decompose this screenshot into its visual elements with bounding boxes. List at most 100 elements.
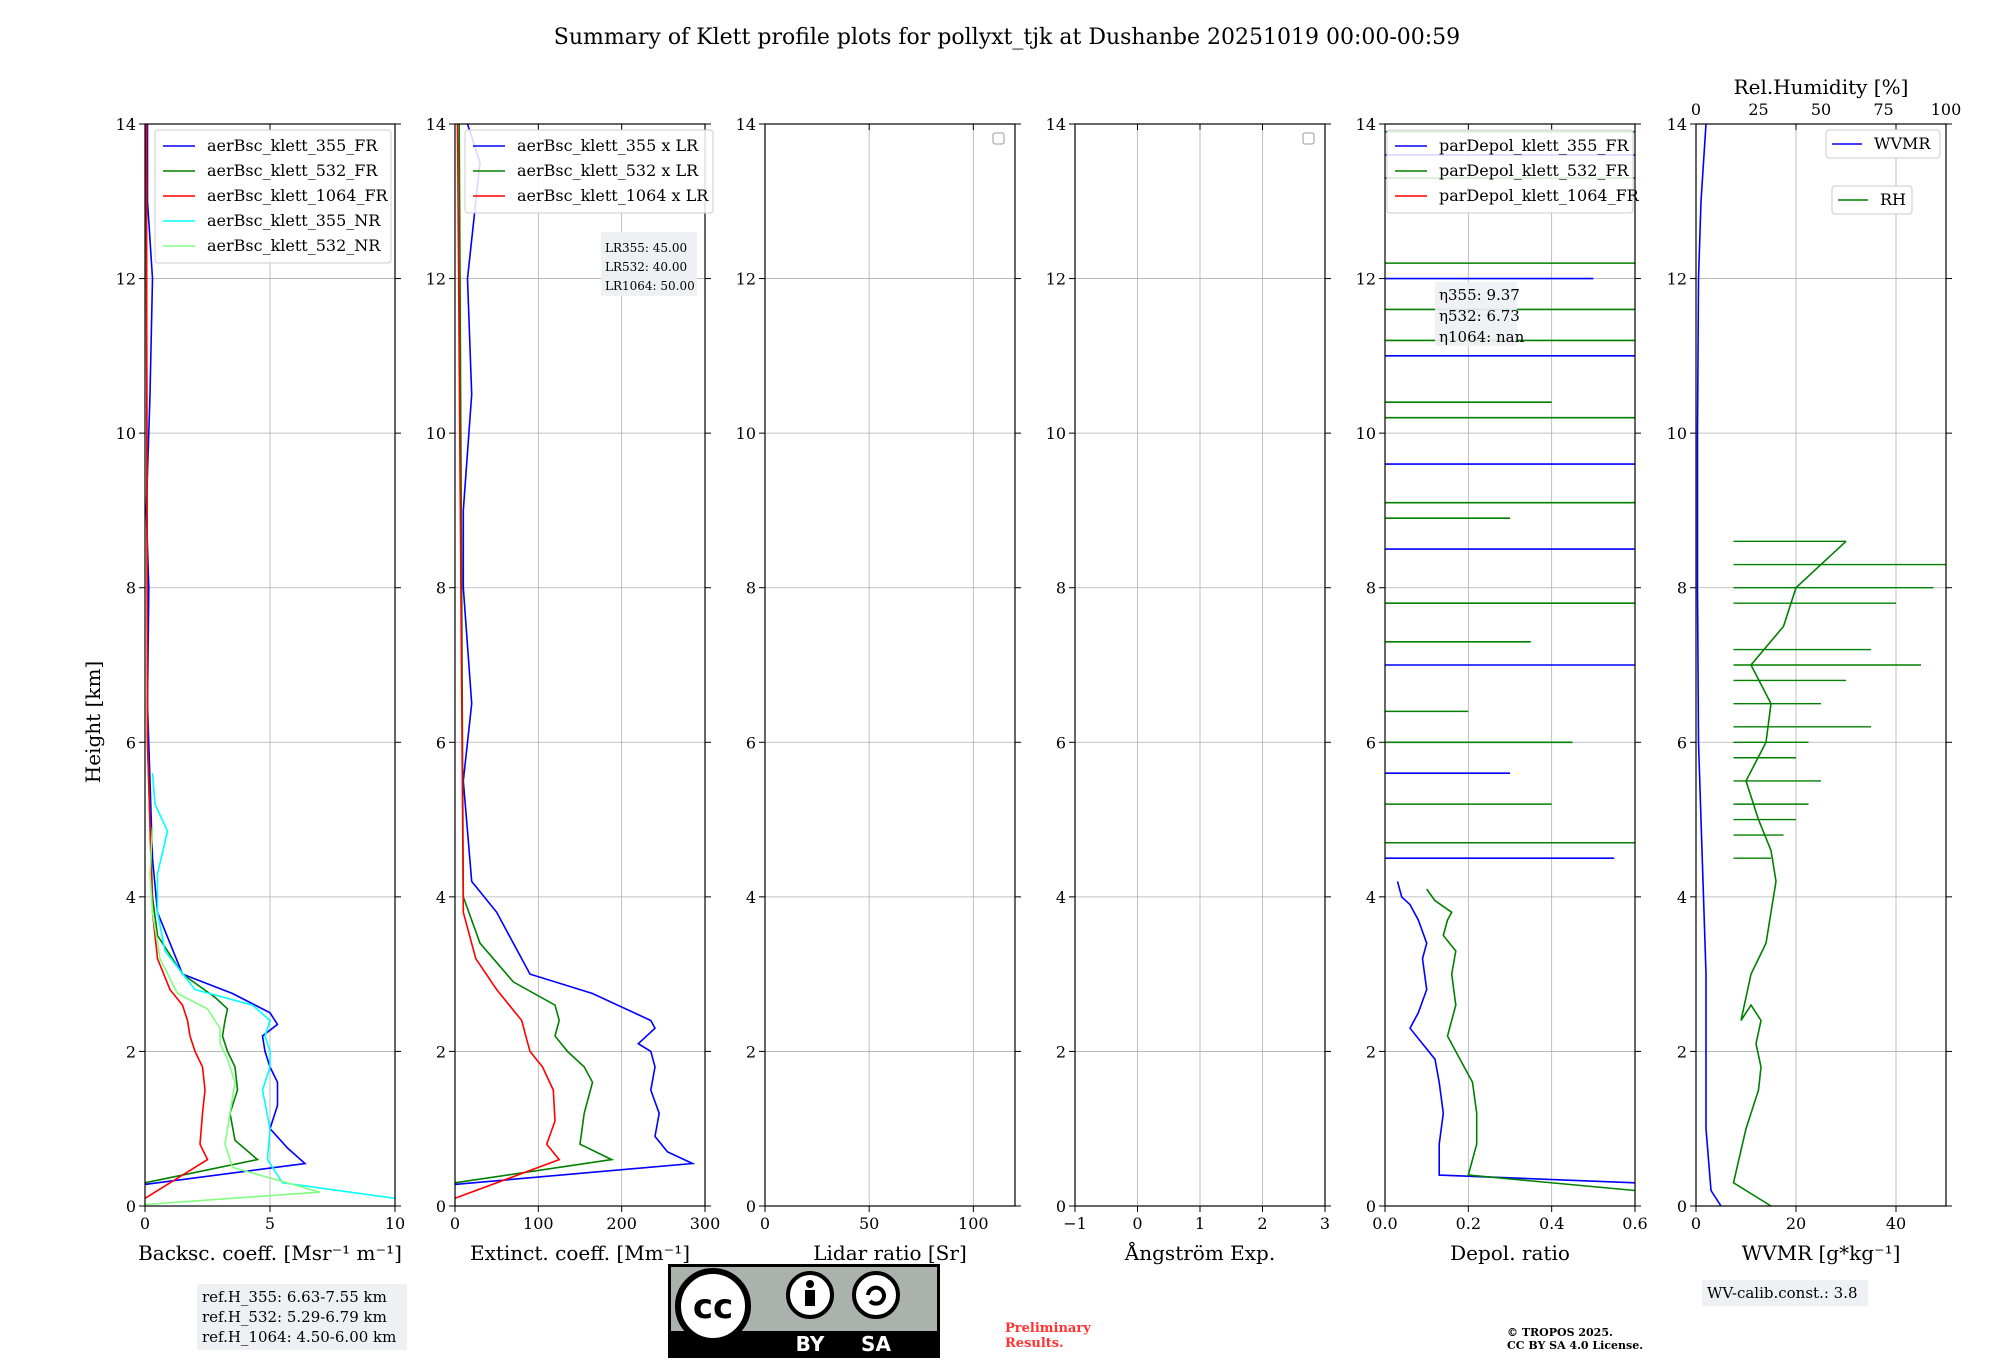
series-line-WVMR — [1696, 123, 1722, 1207]
series-line-aerBsc_klett_355 x LR — [454, 123, 696, 1186]
y-axis-label: Height [km] — [81, 661, 105, 783]
y-tick-label: 2 — [436, 1042, 446, 1061]
y-tick-label: 8 — [1366, 579, 1376, 598]
series-line-aerBsc_klett_532 x LR — [454, 123, 615, 1184]
series-line-aerBsc_klett_532_NR — [144, 827, 321, 1206]
series-line-aerBsc_klett_532_FR — [144, 123, 260, 1184]
wv-calib-constant: WV-calib.const.: 3.8 — [1707, 1284, 1858, 1302]
y-tick-label: 6 — [1677, 733, 1687, 752]
y-tick-label: 0 — [1056, 1197, 1066, 1216]
x-tick-label: 0 — [1132, 1214, 1142, 1233]
y-tick-label: 6 — [126, 733, 136, 752]
y-tick-label: 8 — [1056, 579, 1066, 598]
plot-frame — [1384, 123, 1636, 1207]
y-tick-label: 0 — [1677, 1197, 1687, 1216]
y-tick-label: 0 — [746, 1197, 756, 1216]
top-tick-label: 75 — [1873, 100, 1893, 119]
x-tick-label: 200 — [606, 1214, 637, 1233]
legend-box — [464, 129, 714, 214]
y-tick-label: 8 — [1677, 579, 1687, 598]
y-tick-label: 12 — [116, 270, 136, 289]
legend-entry: aerBsc_klett_532_NR — [207, 236, 381, 255]
plot-frame — [454, 123, 706, 1207]
legend-entry: WVMR — [1874, 134, 1931, 153]
x-tick-label: −1 — [1063, 1214, 1087, 1233]
top-axis-label: Rel.Humidity [%] — [1734, 75, 1909, 99]
series-line-RH — [1732, 540, 1847, 1207]
series-line-aerBsc_klett_355_NR — [151, 773, 396, 1200]
preliminary-line-1: Preliminary — [1005, 1321, 1091, 1336]
top-tick-label: 0 — [1691, 100, 1701, 119]
y-tick-label: 8 — [436, 579, 446, 598]
legend-entry: parDepol_klett_355_FR — [1439, 136, 1630, 155]
x-tick-label: 50 — [859, 1214, 879, 1233]
copyright-line-1: © TROPOS 2025. — [1507, 1326, 1613, 1339]
top-tick-label: 25 — [1748, 100, 1768, 119]
x-tick-label: 0.2 — [1456, 1214, 1481, 1233]
y-tick-label: 4 — [1677, 888, 1687, 907]
y-tick-label: 0 — [126, 1197, 136, 1216]
y-tick-label: 10 — [116, 424, 136, 443]
y-tick-label: 0 — [436, 1197, 446, 1216]
y-tick-label: 6 — [746, 733, 756, 752]
eta-value: η532: 6.73 — [1439, 307, 1520, 325]
x-tick-label: 20 — [1786, 1214, 1806, 1233]
x-axis-label: Ångström Exp. — [1124, 1240, 1275, 1265]
eta-value: η1064: nan — [1439, 328, 1525, 346]
y-tick-label: 14 — [736, 115, 756, 134]
y-tick-label: 2 — [126, 1042, 136, 1061]
series-line-aerBsc_klett_1064_FR — [144, 123, 209, 1199]
ref-height-532: ref.H_532: 5.29-6.79 km — [202, 1308, 387, 1326]
plot-frame — [1074, 123, 1326, 1207]
x-tick-label: 5 — [265, 1214, 275, 1233]
y-tick-label: 10 — [1356, 424, 1376, 443]
x-tick-label: 10 — [385, 1214, 405, 1233]
preliminary-line-2: Results. — [1005, 1336, 1064, 1351]
legend-entry: aerBsc_klett_355_FR — [207, 136, 378, 155]
panel-ext: 0 100 200 300 0 2 4 6 8 10 12 14 Extinct. coeff. [Mm… — [426, 115, 721, 1265]
plot-frame — [1695, 123, 1947, 1207]
x-tick-label: 0 — [760, 1214, 770, 1233]
y-tick-label: 12 — [426, 270, 446, 289]
cc-icon: cc — [693, 1287, 733, 1327]
y-tick-label: 14 — [1356, 115, 1376, 134]
empty-legend-box — [1302, 132, 1315, 145]
cc-license-logo: cc BY SA — [668, 1264, 940, 1358]
legend-box — [1825, 129, 1941, 159]
y-tick-label: 4 — [1366, 888, 1376, 907]
top-tick-label: 50 — [1811, 100, 1831, 119]
legend-entry: parDepol_klett_532_FR — [1439, 161, 1630, 180]
legend-box — [1831, 185, 1913, 215]
x-tick-label: 0 — [1691, 1214, 1701, 1233]
legend-entry: aerBsc_klett_532 x LR — [517, 161, 699, 180]
y-tick-label: 10 — [1046, 424, 1066, 443]
x-tick-label: 300 — [690, 1214, 721, 1233]
legend-entry: aerBsc_klett_355 x LR — [517, 136, 699, 155]
x-tick-label: 0 — [140, 1214, 150, 1233]
y-tick-label: 8 — [746, 579, 756, 598]
legend-entry: aerBsc_klett_355_NR — [207, 211, 381, 230]
y-tick-label: 12 — [736, 270, 756, 289]
ref-height-1064: ref.H_1064: 4.50-6.00 km — [202, 1328, 396, 1346]
sa-label: SA — [861, 1332, 891, 1356]
lidar-ratio-value: LR355: 45.00 — [605, 241, 687, 255]
y-tick-label: 12 — [1046, 270, 1066, 289]
sa-share-icon — [852, 1271, 900, 1319]
legend-entry: aerBsc_klett_1064 x LR — [517, 186, 709, 205]
panel-dep: 0.0 0.2 0.4 0.6 0 2 4 6 8 10 12 14 Depol. ratio parDe… — [1356, 115, 1648, 1265]
series-line-parDepol_klett_532_FR — [1426, 888, 1636, 1192]
legend-entry: parDepol_klett_1064_FR — [1439, 186, 1640, 205]
plot-frame — [144, 123, 396, 1207]
y-tick-label: 4 — [1056, 888, 1066, 907]
y-tick-label: 2 — [1366, 1042, 1376, 1061]
y-tick-label: 6 — [436, 733, 446, 752]
y-tick-label: 14 — [426, 115, 446, 134]
y-tick-label: 10 — [426, 424, 446, 443]
lidar-ratio-value: LR1064: 50.00 — [605, 279, 695, 293]
series-line-parDepol_klett_355_FR — [1396, 881, 1636, 1184]
legend-entry: RH — [1880, 190, 1906, 209]
top-tick-label: 100 — [1931, 100, 1962, 119]
legend-entry: aerBsc_klett_532_FR — [207, 161, 378, 180]
y-tick-label: 2 — [746, 1042, 756, 1061]
